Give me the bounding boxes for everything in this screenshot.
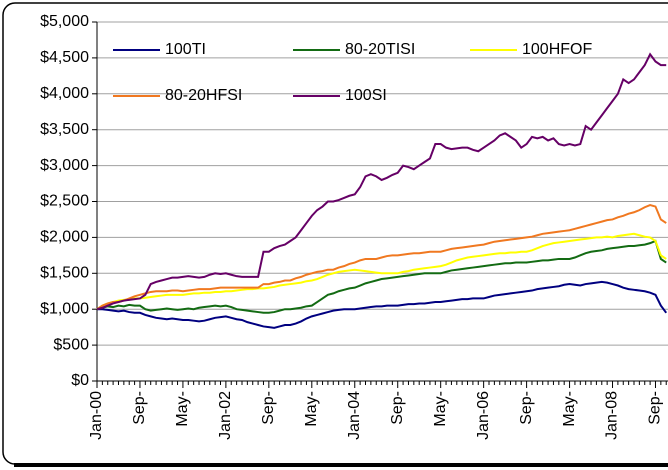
y-tick-label: $4,000 [40, 85, 89, 102]
y-tick-label: $1,000 [40, 300, 89, 317]
legend-label: 100SI [345, 87, 387, 104]
y-tick-label: $2,500 [40, 193, 89, 210]
legend-label: 80-20TISI [345, 41, 415, 58]
y-tick-label: $5,000 [40, 13, 89, 30]
series-line [96, 232, 667, 311]
y-tick-label: $2,000 [40, 229, 89, 246]
x-tick-label: Jan-06 [475, 391, 492, 440]
y-tick-label: $500 [53, 336, 89, 353]
y-tick-label: $0 [71, 372, 89, 389]
series-line [96, 239, 667, 314]
x-tick-label: Sep- [518, 391, 535, 425]
x-tick-label: Jan-08 [604, 391, 621, 440]
x-tick-label: May- [561, 391, 578, 427]
x-tick-label: Sep- [131, 391, 148, 425]
y-tick-label: $3,000 [40, 157, 89, 174]
x-tick-label: May- [174, 391, 191, 427]
x-tick-label: Jan-02 [217, 391, 234, 440]
x-tick-label: Sep- [260, 391, 277, 425]
y-tick-label: $1,500 [40, 265, 89, 282]
y-tick-label: $3,500 [40, 121, 89, 138]
legend-label: 100TI [165, 41, 206, 58]
legend-label: 100HFOF [522, 41, 592, 58]
series-line [96, 204, 667, 311]
x-tick-label: Jan-00 [88, 391, 105, 440]
y-tick-label: $4,500 [40, 49, 89, 66]
x-tick-label: Jan-04 [346, 391, 363, 440]
legend-label: 80-20HFSI [165, 87, 242, 104]
x-tick-label: Sep- [647, 391, 664, 425]
series-line [96, 52, 667, 311]
x-tick-label: May- [432, 391, 449, 427]
x-tick-label: May- [303, 391, 320, 427]
series-line [97, 280, 668, 329]
x-tick-label: Sep- [389, 391, 406, 425]
